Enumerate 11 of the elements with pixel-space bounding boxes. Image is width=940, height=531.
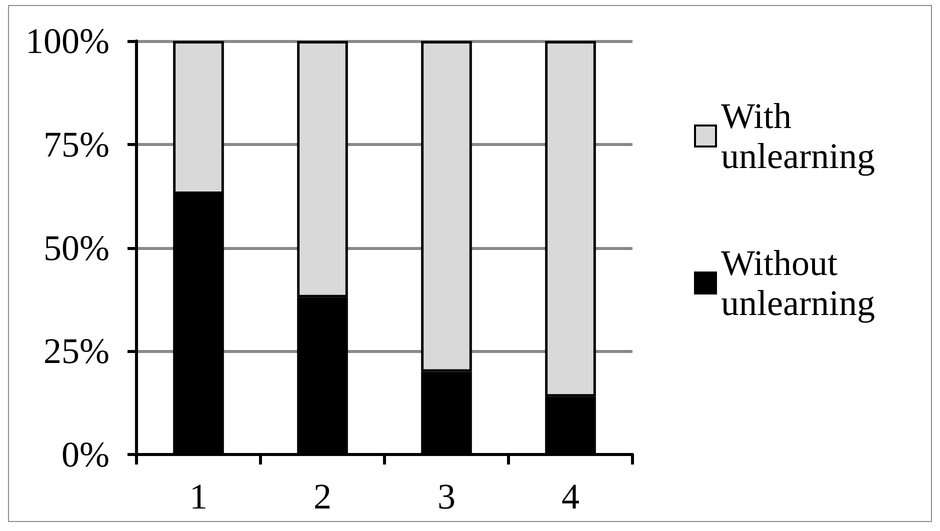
legend-label: With unlearning xyxy=(721,96,875,176)
y-tick-label: 100% xyxy=(26,21,110,61)
y-tick-label: 25% xyxy=(44,331,110,372)
x-tick-label: 3 xyxy=(438,476,456,516)
x-tick-label: 2 xyxy=(314,476,332,516)
y-tick-label: 75% xyxy=(44,124,110,164)
y-tick-label: 0% xyxy=(62,434,110,474)
x-tick-label: 4 xyxy=(562,476,580,516)
legend-label: Without unlearning xyxy=(721,243,875,323)
y-tick-label: 50% xyxy=(44,228,110,268)
x-tick-label: 1 xyxy=(190,476,208,516)
